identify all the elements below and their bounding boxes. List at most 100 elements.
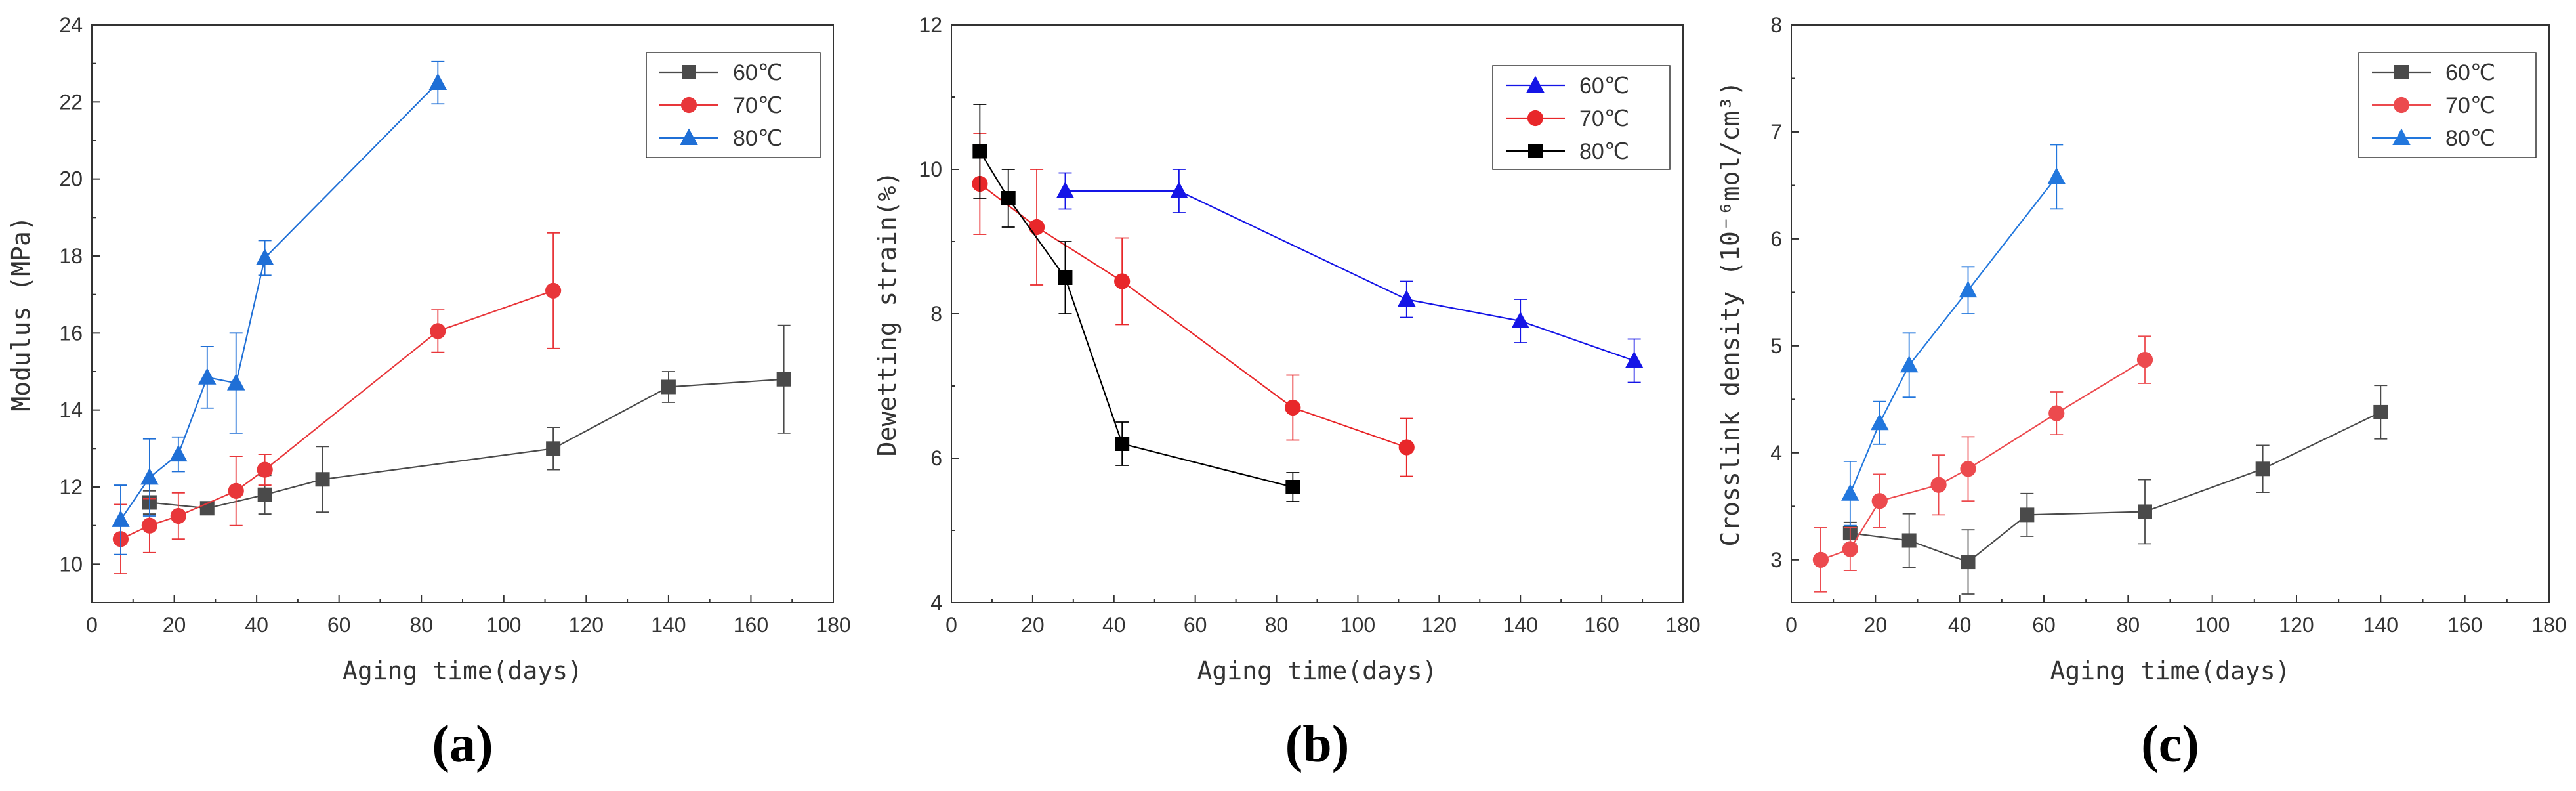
y-axis-title-a: Modulus (MPa)	[7, 216, 35, 411]
data-point-b-2: 80℃ · 14 d · 9.6 ± 0.4	[1001, 191, 1016, 205]
data-point-c-1: 70℃ · 14 d · 3.1 ± 0.2	[1842, 541, 1858, 557]
y-tick-label-b: 6	[930, 446, 942, 470]
data-point-a-1: 70℃ · 84 d · 16.05 ± 0.55	[430, 323, 446, 339]
data-point-a-1: 70℃ · 14 d · 11 ± 0.7	[141, 517, 157, 534]
data-point-a-2: 80℃ · 14 d · 12.25 ± 1	[140, 467, 159, 485]
x-tick-label-b: 100	[1340, 613, 1375, 637]
x-tick-label-c: 180	[2531, 613, 2566, 637]
data-point-b-0: 60℃ · 112 d · 8.2 ± 0.25	[1398, 289, 1416, 307]
x-tick-label-c: 120	[2279, 613, 2314, 637]
data-point-b-2: 80℃ · 42 d · 6.2 ± 0.3	[1115, 437, 1130, 451]
y-axis-title-c: Crosslink density (10⁻⁶mol/cm³)	[1716, 81, 1745, 546]
data-point-c-0: 60℃ · 42 d · 2.98 ± 0.3	[1961, 555, 1976, 570]
series-line-a-0	[149, 378, 784, 509]
data-point-b-1: 70℃ · 21 d · 9.2 ± 0.8	[1028, 219, 1045, 236]
y-tick-label-c: 7	[1770, 120, 1782, 144]
x-tick-label-a: 100	[486, 613, 521, 637]
series-line-b-2	[979, 150, 1293, 488]
x-tick-label-a: 140	[651, 613, 686, 637]
x-tick-label-a: 80	[409, 613, 433, 637]
y-tick-label-a: 14	[59, 398, 83, 422]
data-point-b-1: 70℃ · 84 d · 6.7 ± 0.45	[1285, 399, 1301, 416]
data-point-b-2: 80℃ · 28 d · 8.5 ± 0.5	[1058, 270, 1073, 285]
x-tick-label-a: 60	[327, 613, 351, 637]
y-tick-label-c: 6	[1770, 227, 1782, 251]
data-point-b-2: 80℃ · 7 d · 10.25 ± 0.65	[972, 144, 987, 159]
data-point-c-0: 60℃ · 56 d · 3.42 ± 0.2	[2020, 507, 2035, 523]
data-point-c-2: 80℃ · 14 d · 3.62 ± 0.3	[1841, 484, 1859, 501]
series-line-b-0	[1065, 190, 1635, 362]
legend-label-a-0: 60℃	[733, 60, 783, 85]
y-tick-label-b: 4	[930, 591, 942, 614]
series-c-2: 80℃ · 14 d · 3.62 ± 0.3 80℃ · 21 d · 4.28…	[1841, 144, 2066, 526]
chart-panel-a: 0 20 40 60 80 100 120 140 160 180 10 12 14 16 18 20 22 24…	[7, 13, 851, 773]
data-point-a-0: 60℃ · 56 d · 12.2 ± 0.85	[315, 472, 330, 487]
x-tick-label-b: 60	[1184, 613, 1207, 637]
x-axis-title-b: Aging time(days)	[1197, 656, 1437, 685]
legend-b: 60℃ 70℃ 80℃	[1492, 65, 1671, 170]
series-c-1: 70℃ · 7 d · 3 ± 0.3 70℃ · 14 d · 3.1 ± 0.…	[1812, 335, 2153, 593]
y-tick-label-a: 10	[59, 552, 83, 576]
legend-marker-a-1	[680, 96, 697, 114]
x-tick-label-b: 180	[1665, 613, 1700, 637]
data-point-c-1: 70℃ · 21 d · 3.55 ± 0.25	[1871, 493, 1888, 509]
x-tick-label-c: 40	[1948, 613, 1972, 637]
series-a-1: 70℃ · 7 d · 10.65 ± 0.970℃ · 14 d · 11 ±…	[112, 232, 562, 574]
x-axis-title-a: Aging time(days)	[343, 656, 583, 685]
series-b-1: 70℃ · 7 d · 9.8 ± 0.770℃ · 21 d · 9.2 ± …	[972, 133, 1415, 477]
y-tick-label-a: 24	[59, 13, 83, 37]
data-point-a-0: 60℃ · 42 d · 11.8 ± 0.5	[257, 487, 272, 502]
legend-marker-a-0	[682, 65, 696, 79]
legend-label-b-1: 70℃	[1579, 106, 1629, 131]
x-tick-label-b: 80	[1265, 613, 1289, 637]
legend-label-a-2: 80℃	[733, 126, 783, 151]
data-point-a-1: 70℃ · 35 d · 11.9 ± 0.9	[228, 482, 244, 499]
legend-label-a-1: 70℃	[733, 93, 783, 118]
x-axis-title-c: Aging time(days)	[2050, 656, 2290, 685]
data-point-c-2: 80℃ · 42 d · 5.52 ± 0.22	[1959, 280, 1978, 298]
data-point-a-2: 80℃ · 84 d · 22.5 ± 0.55	[428, 73, 447, 90]
legend-marker-c-0	[2394, 65, 2409, 79]
data-point-b-0: 60℃ · 28 d · 9.7 ± 0.25	[1056, 181, 1075, 198]
y-tick-label-b: 12	[919, 13, 942, 37]
x-tick-label-b: 20	[1021, 613, 1045, 637]
data-point-b-0: 60℃ · 56 d · 9.7 ± 0.3	[1170, 181, 1188, 198]
legend-label-c-1: 70℃	[2445, 93, 2495, 118]
chart-panel-b: 0 20 40 60 80 100 120 140 160 180 4 6 8 10 12 Aging tim…	[873, 13, 1701, 773]
series-c-0: 60℃ · 14 d · 3.25 ± 0.160℃ · 28 d · 3.18…	[1842, 385, 2388, 595]
legend-label-b-0: 60℃	[1579, 74, 1629, 98]
x-tick-label-c: 100	[2195, 613, 2230, 637]
y-tick-label-c: 3	[1770, 548, 1782, 572]
data-point-c-0: 60℃ · 28 d · 3.18 ± 0.25	[1901, 533, 1917, 548]
series-b-2: 80℃ · 7 d · 10.25 ± 0.65 80℃ · 14 d · 9.6…	[972, 104, 1300, 502]
x-tick-label-c: 140	[2363, 613, 2398, 637]
data-point-a-0: 60℃ · 140 d · 14.6 ± 0.4	[661, 379, 676, 395]
y-tick-label-c: 4	[1770, 441, 1782, 465]
legend-marker-a-2	[680, 128, 698, 145]
chart-panel-c: 0 20 40 60 80 100 120 140 160 180 3 4 5 6 7 8 Aging time…	[1716, 13, 2567, 773]
x-tick-label-b: 160	[1584, 613, 1619, 637]
x-tick-label-c: 0	[1785, 613, 1797, 637]
data-point-a-1: 70℃ · 21 d · 11.25 ± 0.6	[170, 507, 186, 524]
data-point-c-1: 70℃ · 63 d · 4.37 ± 0.2	[2048, 405, 2065, 421]
x-tick-label-a: 120	[569, 613, 604, 637]
legend-marker-b-1	[1527, 110, 1544, 127]
y-tick-label-a: 22	[59, 90, 83, 114]
legend-label-c-2: 80℃	[2445, 126, 2495, 151]
data-point-a-2: 80℃ · 7 d · 11.15 ± 0.9	[112, 510, 130, 527]
series-line-c-2	[1849, 176, 2058, 494]
legend-marker-c-1	[2393, 96, 2410, 114]
data-point-a-2: 80℃ · 21 d · 12.85 ± 0.45	[169, 444, 188, 462]
x-tick-label-c: 60	[2032, 613, 2056, 637]
legend-a: 60℃ 70℃ 80℃	[646, 52, 821, 158]
panel-label-b: (b)	[1285, 716, 1350, 773]
y-tick-label-a: 20	[59, 167, 83, 191]
x-tick-label-b: 0	[945, 613, 957, 637]
series-b-0: 60℃ · 28 d · 9.7 ± 0.25 60℃ · 56 d · 9.7 …	[1056, 169, 1644, 383]
y-tick-label-c: 5	[1770, 334, 1782, 358]
legend-label-c-0: 60℃	[2445, 60, 2495, 85]
data-point-a-2: 80℃ · 28 d · 14.85 ± 0.8	[198, 368, 217, 385]
y-tick-label-b: 10	[919, 158, 942, 181]
data-point-a-0: 60℃ · 112 d · 13 ± 0.55	[546, 441, 561, 456]
